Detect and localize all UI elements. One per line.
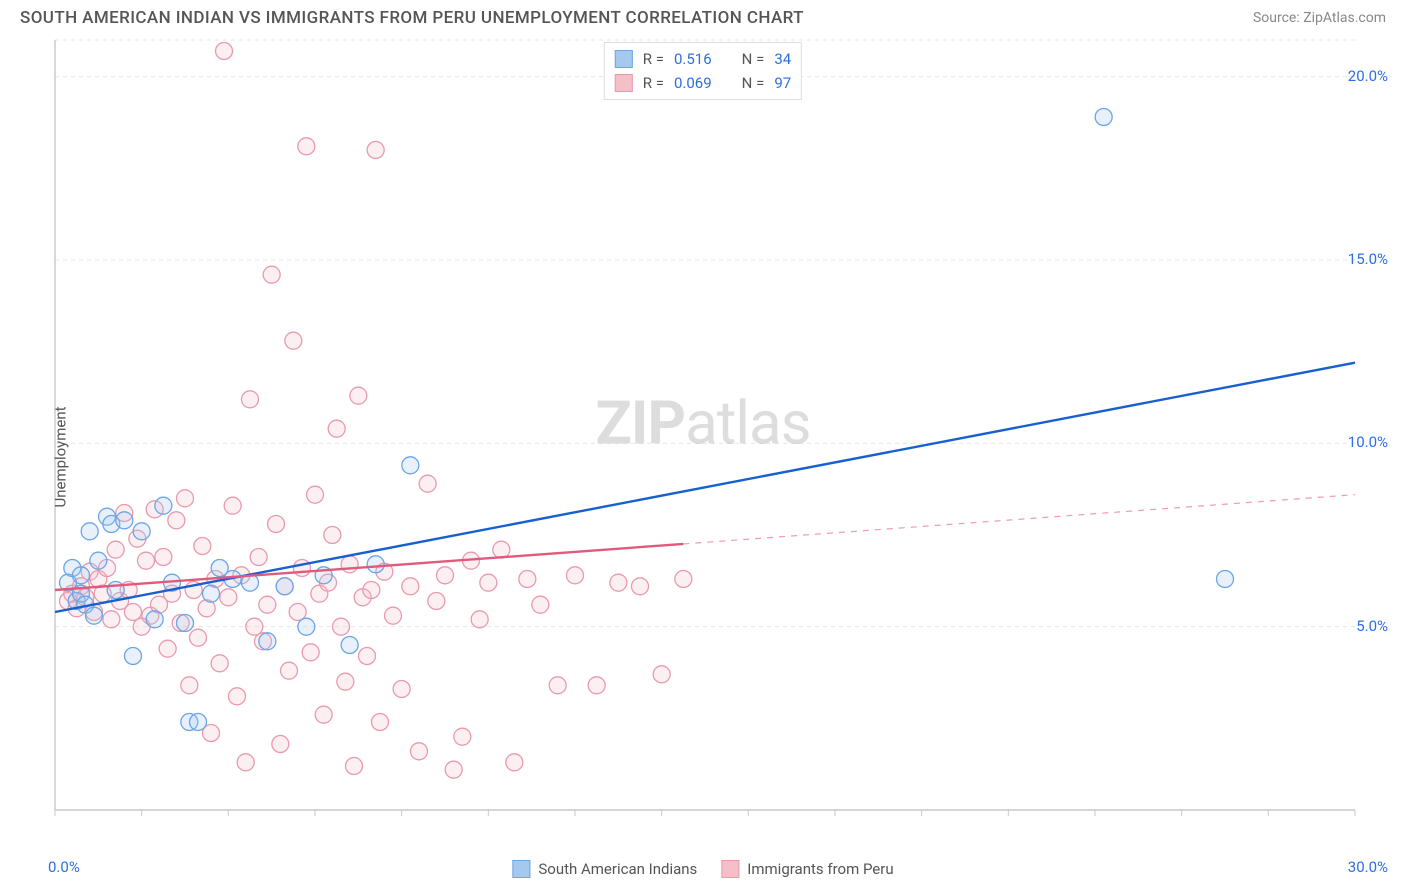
legend-item-sai: South American Indians — [512, 860, 697, 878]
legend-swatch-icon — [721, 860, 739, 878]
y-axis-tick: 15.0% — [1348, 250, 1388, 268]
correlation-legend: R = 0.516 N = 34 R = 0.069 N = 97 — [604, 42, 802, 100]
series-legend: South American Indians Immigrants from P… — [512, 860, 893, 878]
legend-swatch-sai — [615, 50, 633, 68]
y-axis-tick: 5.0% — [1356, 617, 1388, 635]
legend-swatch-icon — [512, 860, 530, 878]
x-axis-tick-min: 0.0% — [48, 858, 80, 876]
legend-row-peru: R = 0.069 N = 97 — [615, 71, 791, 95]
chart-header: SOUTH AMERICAN INDIAN VS IMMIGRANTS FROM… — [0, 0, 1406, 32]
y-axis-tick: 10.0% — [1348, 433, 1388, 451]
chart-source: Source: ZipAtlas.com — [1253, 10, 1386, 26]
legend-swatch-peru — [615, 74, 633, 92]
legend-item-peru: Immigrants from Peru — [721, 860, 893, 878]
chart-title: SOUTH AMERICAN INDIAN VS IMMIGRANTS FROM… — [20, 8, 804, 28]
x-axis-tick-max: 30.0% — [1348, 858, 1388, 876]
y-axis-label: Unemployment — [52, 406, 70, 507]
y-axis-tick: 20.0% — [1348, 67, 1388, 85]
chart-area: Unemployment ZIPatlas R = 0.516 N = 34 R… — [0, 32, 1406, 882]
legend-row-sai: R = 0.516 N = 34 — [615, 47, 791, 71]
scatter-plot — [0, 32, 1405, 850]
